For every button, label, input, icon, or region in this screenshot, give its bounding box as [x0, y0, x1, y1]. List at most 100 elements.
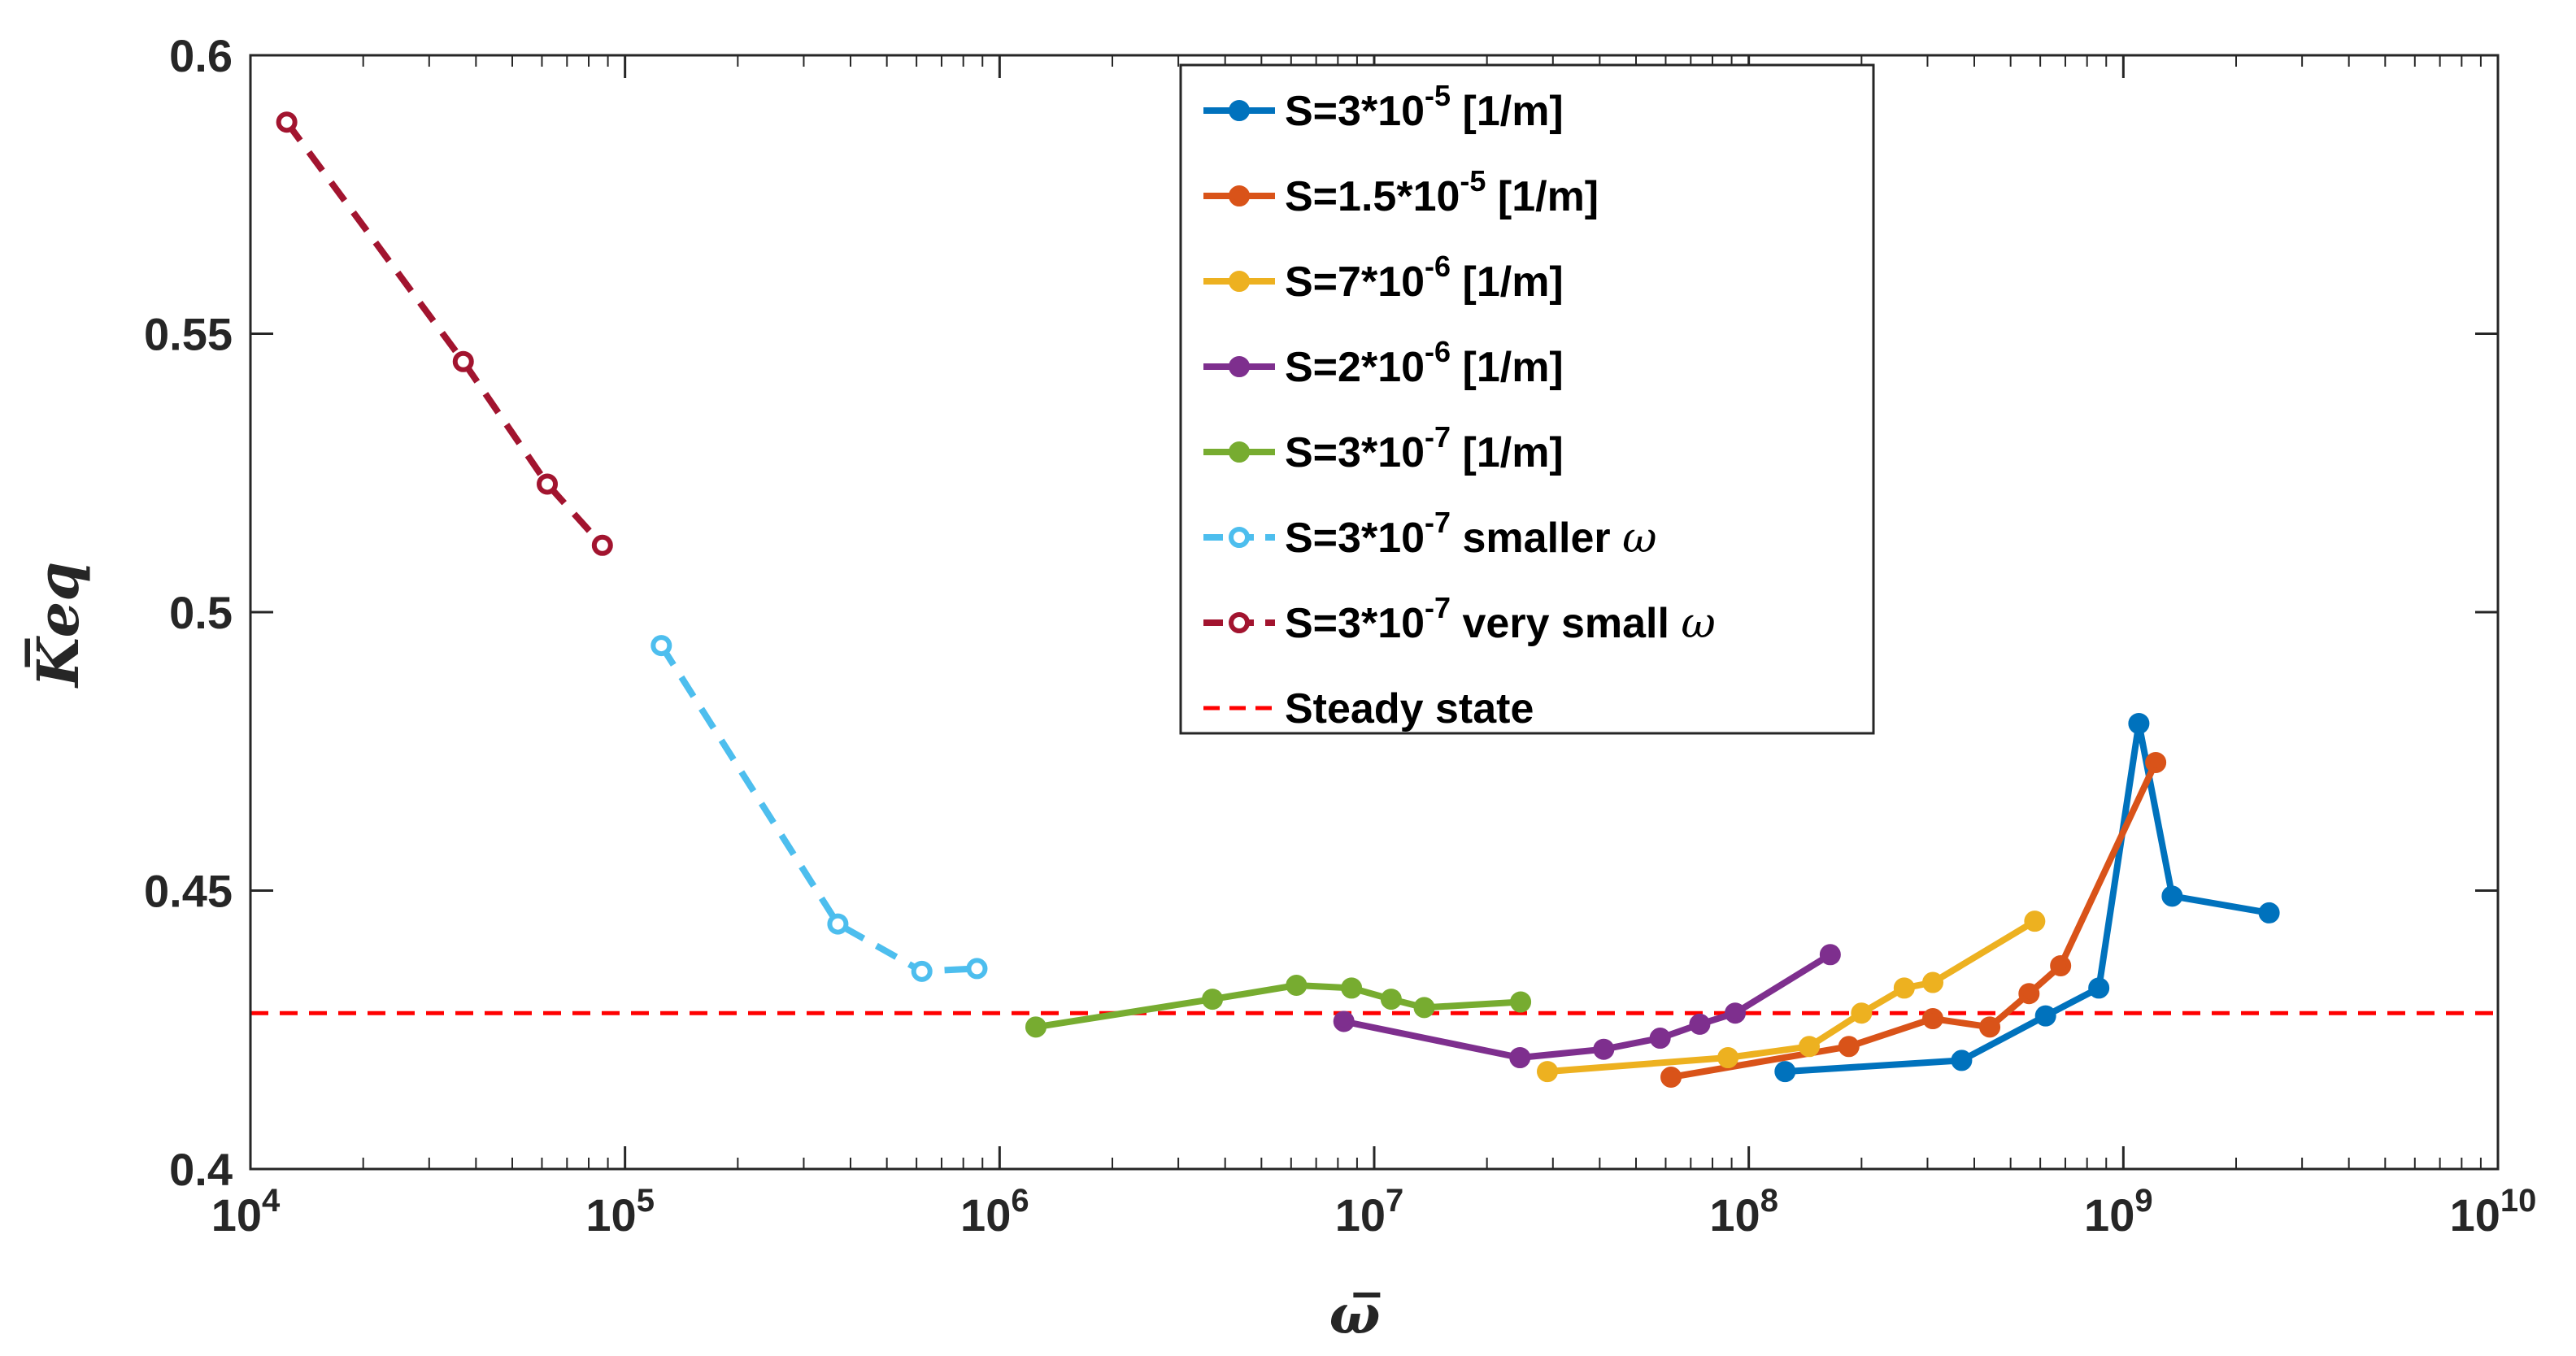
minor-ticks	[362, 55, 2482, 1169]
data-point	[1537, 1061, 1559, 1083]
data-point	[1922, 1008, 1944, 1030]
data-point	[1593, 1038, 1615, 1060]
data-point	[1025, 1016, 1046, 1038]
legend-entry: S=1.5*10-5 [1/m]	[1203, 164, 1599, 220]
x-axis-title-text: ω̅	[1329, 1283, 1381, 1346]
data-point	[2050, 954, 2072, 976]
legend-marker	[1229, 441, 1250, 463]
series-6	[651, 635, 988, 982]
data-point	[2034, 1005, 2056, 1027]
legend-entries: S=3*10-5 [1/m] S=1.5*10-5 [1/m] S=7*10-6 […	[1203, 79, 1716, 732]
data-point	[1202, 989, 1224, 1010]
legend-label: Steady state	[1285, 685, 1534, 732]
legend: S=3*10-5 [1/m] S=1.5*10-5 [1/m] S=7*10-6 […	[1179, 63, 1875, 735]
legend-marker	[1229, 271, 1250, 292]
legend-marker	[1229, 100, 1250, 121]
data-point	[651, 635, 672, 657]
data-point	[591, 534, 613, 556]
data-point	[1819, 944, 1841, 966]
data-point	[1649, 1028, 1671, 1050]
data-point	[827, 913, 849, 935]
data-point	[1509, 1047, 1531, 1068]
data-point	[1341, 977, 1363, 999]
data-point	[1286, 974, 1308, 996]
legend-marker	[1229, 185, 1250, 206]
data-point	[966, 958, 988, 980]
legend-marker	[1229, 527, 1250, 548]
legend-label: S=7*10-6 [1/m]	[1285, 250, 1564, 306]
data-point	[452, 350, 474, 372]
series-line	[284, 120, 605, 548]
data-point	[2258, 902, 2280, 924]
legend-entry: S=2*10-6 [1/m]	[1203, 335, 1564, 391]
y-tick-label: 0.6	[169, 30, 233, 81]
legend-entry: S=3*10-5 [1/m]	[1203, 79, 1564, 135]
legend-entry: S=3*10-7 [1/m]	[1203, 420, 1564, 476]
y-tick-label: 0.5	[169, 587, 233, 638]
data-point	[1774, 1061, 1796, 1083]
legend-label: S=1.5*10-5 [1/m]	[1285, 164, 1599, 220]
data-point	[1851, 1002, 1873, 1024]
series-2	[1660, 751, 2167, 1088]
legend-label: S=3*10-7 [1/m]	[1285, 420, 1564, 476]
series-1	[1774, 713, 2280, 1083]
data-point	[1838, 1036, 1860, 1058]
series-5	[1025, 974, 1532, 1038]
plot-frame	[249, 54, 2500, 1171]
x-tick-label: 106	[960, 1183, 1029, 1241]
y-axis-title-text: K̅eq	[24, 562, 92, 689]
data-point	[2018, 983, 2040, 1005]
series-7	[276, 111, 613, 556]
legend-box	[1179, 63, 1875, 735]
legend-label: S=3*10-7 very small ω	[1285, 591, 1716, 648]
data-point	[1413, 997, 1435, 1019]
series-4	[1333, 944, 1841, 1068]
series-layer	[276, 111, 2280, 1088]
data-point	[1689, 1013, 1711, 1035]
data-point	[1717, 1047, 1739, 1068]
data-point	[276, 111, 298, 133]
series-3	[1537, 911, 2046, 1083]
y-tick-label: 0.45	[144, 866, 233, 917]
data-point	[1660, 1066, 1682, 1088]
data-point	[1893, 977, 1915, 999]
data-point	[2088, 977, 2110, 999]
legend-label: S=3*10-5 [1/m]	[1285, 79, 1564, 135]
data-point	[2161, 885, 2183, 907]
y-axis-title: K̅eq	[24, 562, 92, 689]
data-point	[911, 960, 933, 982]
data-point	[1510, 991, 1532, 1013]
y-tick-labels: 0.4 0.45 0.5 0.55 0.6	[144, 30, 233, 1195]
data-point	[1380, 989, 1402, 1010]
data-point	[1951, 1050, 1973, 1071]
legend-entry: Steady state	[1203, 685, 1534, 732]
x-tick-label: 104	[211, 1183, 281, 1241]
series-line	[658, 643, 977, 975]
x-tick-label: 1010	[2450, 1183, 2537, 1241]
data-point	[1333, 1010, 1355, 1032]
legend-marker	[1229, 356, 1250, 377]
data-point	[1979, 1016, 2001, 1038]
x-tick-label: 108	[1709, 1183, 1778, 1241]
legend-entry: S=3*10-7 smaller ω	[1203, 506, 1657, 563]
legend-label: S=2*10-6 [1/m]	[1285, 335, 1564, 391]
x-axis-title: ω̅	[1329, 1283, 1381, 1346]
legend-entry: S=3*10-7 very small ω	[1203, 591, 1716, 648]
data-point	[2145, 751, 2167, 773]
x-tick-label: 105	[585, 1183, 655, 1241]
data-point	[2128, 713, 2150, 734]
legend-marker	[1229, 612, 1250, 633]
x-tick-labels: 104 105 106 107 108 109 1010	[211, 1183, 2537, 1241]
data-point	[537, 473, 559, 495]
legend-entry: S=7*10-6 [1/m]	[1203, 250, 1564, 306]
x-tick-label: 109	[2084, 1183, 2153, 1241]
y-tick-label: 0.55	[144, 309, 233, 360]
data-point	[1799, 1036, 1821, 1058]
data-point	[2024, 911, 2046, 932]
data-point	[1724, 1002, 1746, 1024]
data-point	[1922, 971, 1944, 993]
y-tick-label: 0.4	[169, 1144, 233, 1195]
x-tick-label: 107	[1335, 1183, 1404, 1241]
legend-label: S=3*10-7 smaller ω	[1285, 506, 1657, 563]
